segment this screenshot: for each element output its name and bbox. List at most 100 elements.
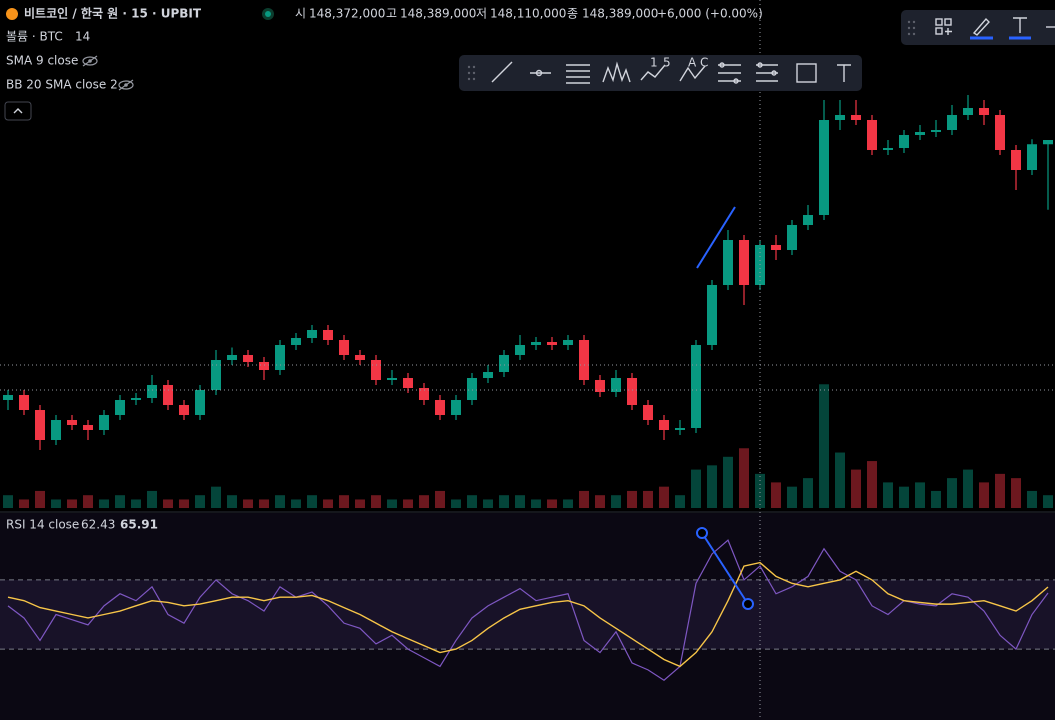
price-pane	[3, 95, 1053, 508]
candle-body	[403, 378, 413, 388]
candle-body	[787, 225, 797, 250]
volume-bar	[531, 499, 541, 508]
candle-body	[99, 415, 109, 430]
volume-bar	[803, 478, 813, 508]
indicator-legend[interactable]: BB 20 SMA close 2	[6, 78, 118, 92]
candle-body	[163, 385, 173, 405]
volume-bar	[67, 499, 77, 508]
volume-bar	[995, 473, 1005, 508]
candle-body	[867, 120, 877, 150]
tool-text-color[interactable]	[1009, 17, 1031, 40]
volume-bar	[307, 495, 317, 508]
hidden-icon[interactable]	[118, 79, 134, 91]
rsi-ma-line	[7, 561, 1049, 668]
tool-hray[interactable]	[530, 69, 551, 77]
volume-bar	[851, 469, 861, 508]
candle-body	[675, 428, 685, 430]
candle-body	[531, 342, 541, 345]
tool-text[interactable]	[837, 64, 851, 82]
volume-bar	[35, 490, 45, 508]
volume-bar	[451, 499, 461, 508]
candle-body	[915, 132, 925, 135]
volume-bar	[707, 465, 717, 508]
volume-bar	[963, 469, 973, 508]
candle-body	[899, 135, 909, 148]
volume-bar	[883, 482, 893, 508]
trend-handle[interactable]	[742, 598, 754, 610]
tool-parallel[interactable]	[566, 64, 590, 84]
volume-bar	[3, 495, 13, 508]
volume-bar	[19, 499, 29, 508]
candle-body	[371, 360, 381, 380]
candle-body	[483, 372, 493, 378]
volume-bar	[627, 490, 637, 508]
hidden-icon[interactable]	[82, 55, 98, 67]
change: +6,000 (+0.00%)	[657, 7, 763, 21]
candle-body	[131, 398, 141, 400]
volume-legend[interactable]: 볼륨 · BTC	[6, 30, 63, 44]
ohlc-value: 148,372,000	[309, 7, 385, 21]
volume-bar	[211, 486, 221, 508]
volume-bar	[915, 482, 925, 508]
candle-body	[707, 285, 717, 345]
candle-body	[35, 410, 45, 440]
rsi-legend[interactable]: RSI 14 close	[6, 518, 79, 532]
candle-body	[883, 148, 893, 150]
volume-bar	[387, 499, 397, 508]
rsi-band	[0, 579, 1055, 650]
volume-bar	[755, 473, 765, 508]
rsi-line	[7, 539, 1049, 681]
candle-body	[499, 355, 509, 372]
candle-body	[323, 330, 333, 340]
volume-bar	[467, 495, 477, 508]
volume-bar	[1027, 490, 1037, 508]
candle-body	[579, 340, 589, 380]
volume-bar	[291, 499, 301, 508]
trend-handle[interactable]	[696, 527, 708, 539]
candle-body	[243, 355, 253, 362]
rsi-trend-line[interactable]	[701, 532, 749, 605]
volume-bar	[195, 495, 205, 508]
candle-body	[611, 378, 621, 392]
volume-bar	[483, 499, 493, 508]
tool-trend[interactable]	[491, 61, 513, 83]
candle-body	[3, 395, 13, 400]
candle-body	[595, 380, 605, 392]
tool-widgets[interactable]	[935, 18, 952, 35]
tool-fib-ext[interactable]	[756, 62, 778, 82]
volume-bar	[403, 499, 413, 508]
rsi-background	[0, 513, 1055, 720]
volume-bar	[931, 490, 941, 508]
trend-line[interactable]	[696, 206, 736, 269]
candle-body	[83, 425, 93, 430]
tool-fib[interactable]	[718, 62, 741, 84]
candle-body	[627, 378, 637, 405]
collapse-button[interactable]	[4, 101, 32, 121]
candle-body	[387, 378, 397, 380]
tool-brush[interactable]	[970, 17, 993, 40]
candle-body	[19, 395, 29, 410]
indicator-legend[interactable]: SMA 9 close	[6, 54, 78, 68]
candle-body	[307, 330, 317, 338]
candle-body	[275, 345, 285, 370]
tool-pattern[interactable]	[602, 61, 631, 83]
svg-text:1: 1	[650, 56, 658, 70]
tool-rectangle[interactable]	[796, 63, 817, 83]
collapse-icon	[13, 108, 23, 114]
candle-body	[259, 362, 269, 370]
candle-body	[115, 400, 125, 415]
symbol[interactable]: 비트코인 / 한국 원 · 15 · UPBIT	[24, 6, 202, 21]
volume-bar	[787, 486, 797, 508]
candle-body	[659, 420, 669, 430]
volume-bar	[771, 482, 781, 508]
volume-bar	[51, 499, 61, 508]
volume-bar	[355, 499, 365, 508]
candle-body	[643, 405, 653, 420]
ohlc-value: 148,389,000	[582, 7, 658, 21]
volume-bar	[339, 495, 349, 508]
candle-body	[723, 240, 733, 285]
